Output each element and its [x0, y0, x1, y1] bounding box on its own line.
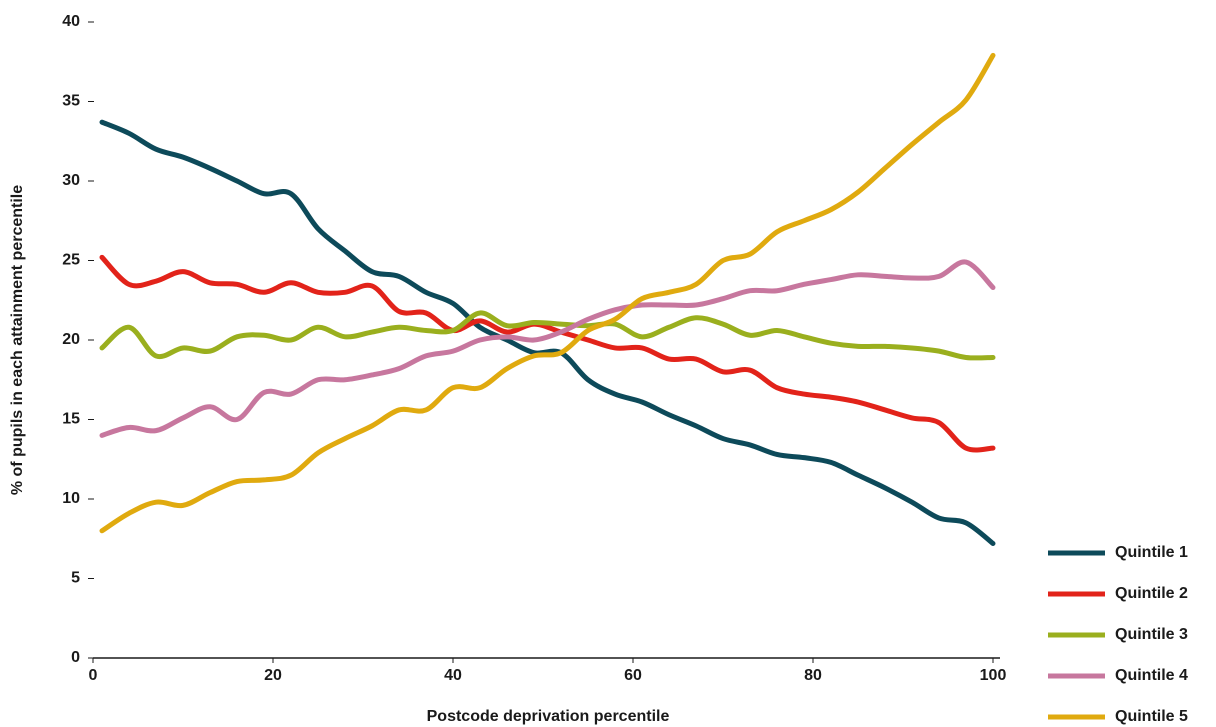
- legend-label: Quintile 4: [1115, 667, 1188, 684]
- legend-label: Quintile 1: [1115, 544, 1188, 561]
- data-line: [99, 254, 996, 453]
- legend-label: Quintile 2: [1115, 585, 1188, 602]
- data-line: [99, 310, 996, 361]
- y-axis-label: % of pupils in each attainment percentil…: [9, 185, 26, 495]
- legend-label: Quintile 3: [1115, 626, 1188, 643]
- x-tick-label: 20: [264, 667, 282, 684]
- x-tick-label: 80: [804, 667, 822, 684]
- data-line: [99, 119, 996, 547]
- x-tick-label: 100: [980, 667, 1007, 684]
- y-tick-label: 15: [62, 411, 80, 428]
- x-tick-label: 0: [89, 667, 98, 684]
- y-tick-label: 10: [62, 490, 80, 507]
- y-tick-label: 20: [62, 331, 80, 348]
- data-line: [99, 259, 996, 438]
- x-axis-label: Postcode deprivation percentile: [427, 708, 670, 725]
- legend-label: Quintile 5: [1115, 708, 1188, 725]
- y-tick-label: 40: [62, 13, 80, 30]
- data-line: [99, 52, 996, 534]
- y-tick-label: 5: [71, 570, 80, 587]
- y-tick-label: 30: [62, 172, 80, 189]
- y-tick-label: 25: [62, 252, 80, 269]
- y-tick-label: 35: [62, 93, 80, 110]
- y-tick-label: 0: [71, 649, 80, 666]
- x-tick-label: 60: [624, 667, 642, 684]
- x-tick-label: 40: [444, 667, 462, 684]
